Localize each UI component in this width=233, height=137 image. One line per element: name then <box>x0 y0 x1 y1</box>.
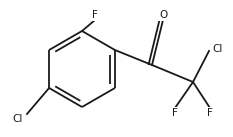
Text: F: F <box>172 108 178 118</box>
Text: F: F <box>207 108 213 118</box>
Text: F: F <box>92 10 98 20</box>
Text: Cl: Cl <box>13 114 23 124</box>
Text: Cl: Cl <box>213 44 223 54</box>
Text: O: O <box>159 10 167 20</box>
